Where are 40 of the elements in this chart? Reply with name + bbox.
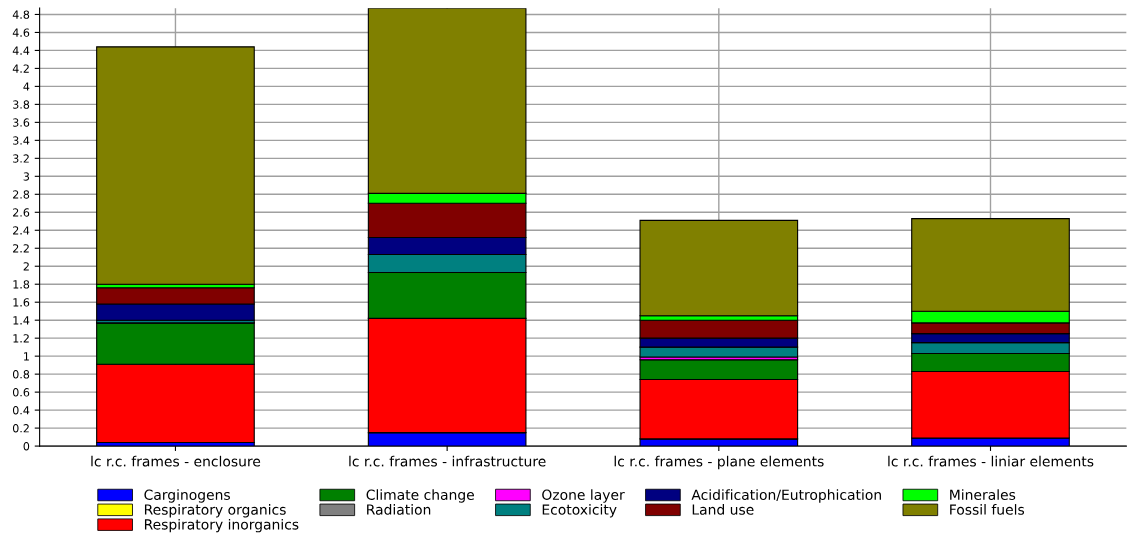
y-tick-label: 0.8 (12, 370, 30, 379)
legend-label: Respiratory organics (144, 504, 286, 518)
y-tick-label: 0.2 (12, 424, 29, 433)
y-tick-label: 4.6 (12, 28, 30, 37)
x-tick-label: lc r.c. frames - enclosure (91, 455, 261, 467)
y-tick-label: 1.8 (13, 280, 30, 289)
legend-label: Respiratory inorganics (144, 518, 299, 533)
legend-label: Ozone layer (542, 489, 625, 503)
y-tick-label: 3.4 (13, 136, 30, 145)
legend-label: Radiation (367, 504, 431, 515)
y-tick-label: 2.8 (13, 190, 30, 199)
y-tick-label: 1.2 (13, 334, 29, 343)
x-tick-label: lc r.c. frames - liniar elements (888, 455, 1094, 467)
y-tick-label: 3 (23, 172, 30, 181)
legend-label: Climate change (366, 489, 474, 503)
legend-label: Minerales (950, 489, 1016, 500)
y-tick-label: 1 (24, 352, 29, 361)
y-tick-label: 0 (23, 442, 30, 451)
y-tick-label: 1.6 (13, 298, 30, 307)
y-tick-label: 3.2 (13, 154, 29, 163)
legend-label: Ecotoxicity (542, 504, 617, 518)
legend-label: Acidification/Eutrophication (691, 489, 881, 503)
y-tick-label: 0.6 (12, 388, 30, 397)
y-tick-label: 4 (23, 82, 30, 91)
y-tick-label: 2.2 (13, 244, 29, 253)
y-tick-label: 0.4 (12, 406, 30, 415)
y-tick-label: 2.4 (13, 226, 30, 235)
x-tick-label: lc r.c. frames - plane elements (614, 455, 824, 470)
y-tick-label: 2 (23, 262, 29, 271)
y-tick-label: 4.4 (12, 46, 30, 55)
y-tick-label: 4.8 (12, 10, 30, 19)
y-tick-label: 4.2 (12, 64, 29, 73)
y-tick-label: 3.8 (13, 100, 30, 109)
y-tick-label: 1.4 (13, 316, 30, 325)
y-tick-label: 3.6 (13, 118, 30, 127)
x-tick-label: lc r.c. frames - infrastructure (349, 455, 546, 467)
y-tick-label: 2.6 (13, 208, 30, 217)
legend-label: Carginogens (144, 489, 230, 503)
legend-label: Fossil fuels (950, 504, 1025, 515)
legend-label: Land use (692, 504, 754, 515)
